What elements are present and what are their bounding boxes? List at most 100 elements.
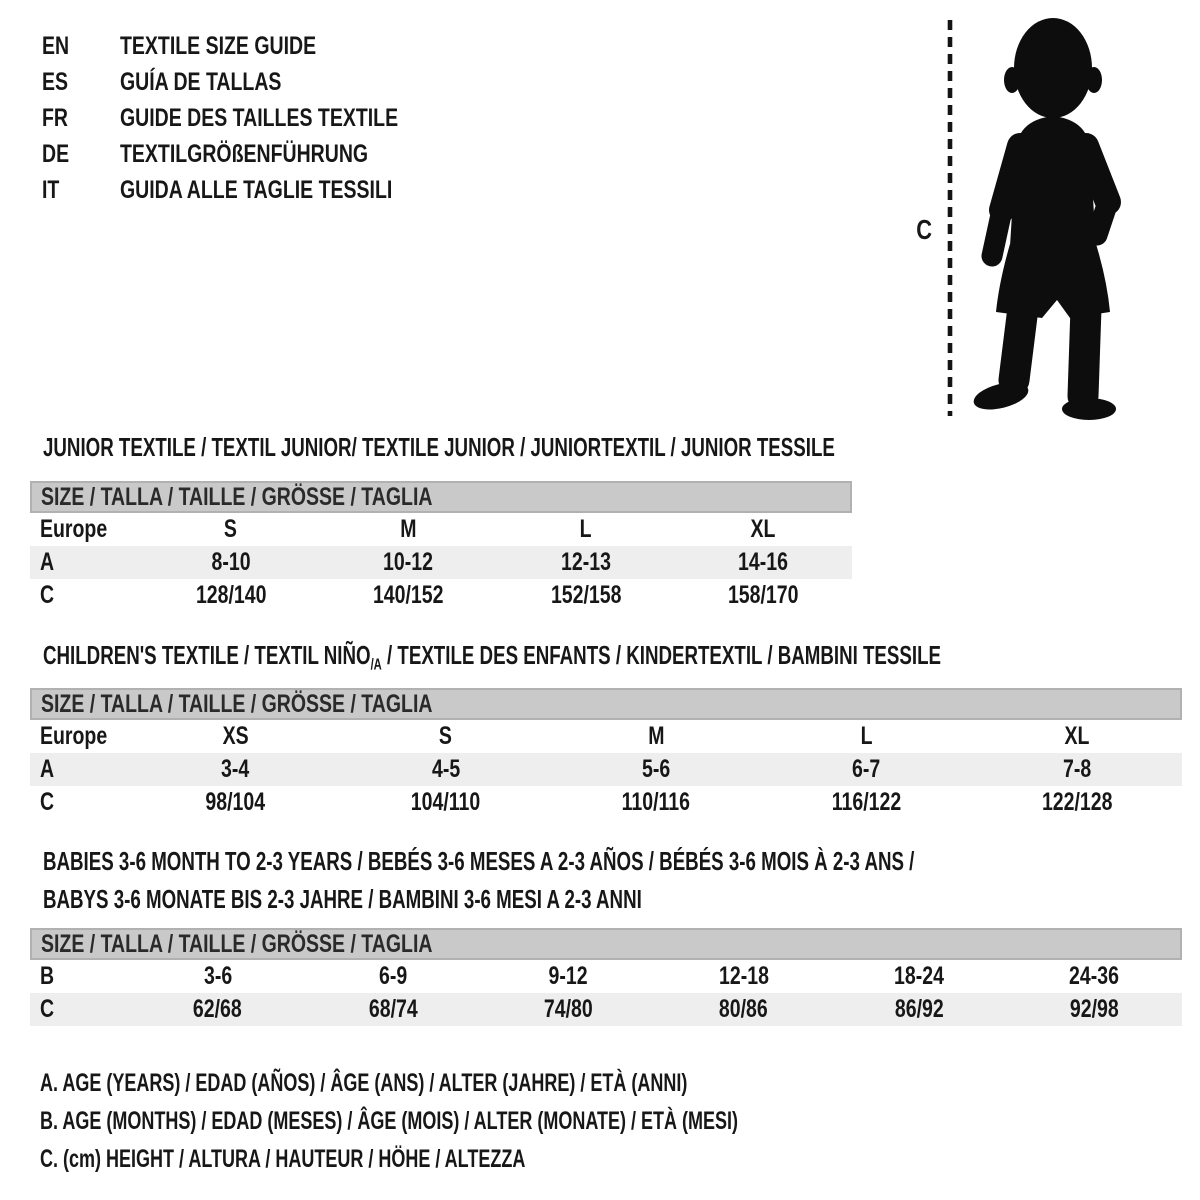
table-row-height: C 128/140 140/152 152/158 158/170 [30,579,852,612]
legend-row-c: C. (cm) HEIGHT / ALTURA / HAUTEUR / HÖHE… [40,1144,526,1173]
language-code-text: DE [42,139,70,168]
size-cell: 8-10 [211,548,251,576]
toddler-silhouette-image [973,18,1121,420]
language-title-text: TEXTILGRÖßENFÜHRUNG [120,139,369,168]
size-cell: 128/140 [195,581,266,609]
row-label: A [40,755,55,783]
size-cell: 7-8 [1062,755,1091,783]
size-cell: 12-18 [718,962,769,990]
children-size-table: SIZE / TALLA / TAILLE / GRÖSSE / TAGLIA … [30,688,1182,819]
size-cell: L [579,515,592,543]
table-row-height: C 62/68 68/74 74/80 80/86 86/92 92/98 [30,993,1182,1026]
size-cell: 158/170 [728,581,799,609]
height-measure-dashed-line [947,20,953,416]
size-header-text: SIZE / TALLA / TAILLE / GRÖSSE / TAGLIA [41,689,433,718]
language-title-text: GUIDA ALLE TAGLIE TESSILI [120,175,393,204]
row-label: C [40,581,55,609]
size-cell: 9-12 [548,962,588,990]
table-row-height: C 98/104 104/110 110/116 116/122 122/128 [30,786,1182,819]
size-header-band: SIZE / TALLA / TAILLE / GRÖSSE / TAGLIA [30,928,1182,960]
size-cell: 3-4 [221,755,250,783]
size-cell: 18-24 [894,962,944,990]
language-title: TEXTILE SIZE GUIDE [120,32,371,61]
language-row: IT GUIDA ALLE TAGLIE TESSILI [42,172,477,208]
size-cell: XL [1064,722,1090,750]
row-label: Europe [40,515,108,543]
size-cell: 3-6 [203,962,232,990]
size-cell: 10-12 [383,548,434,576]
size-cell: 14-16 [738,548,789,576]
junior-size-table: SIZE / TALLA / TAILLE / GRÖSSE / TAGLIA … [30,481,852,612]
height-label-c: C [914,214,934,246]
row-label: B [40,962,55,990]
table-row-months: B 3-6 6-9 9-12 12-18 18-24 24-36 [30,960,1182,993]
language-code-text: EN [42,31,70,60]
language-title-block: EN TEXTILE SIZE GUIDE ES GUÍA DE TALLAS … [42,28,477,208]
language-title: TEXTILGRÖßENFÜHRUNG [120,140,438,169]
size-cell: 92/98 [1069,995,1119,1023]
language-row: EN TEXTILE SIZE GUIDE [42,28,477,64]
size-cell: S [439,722,453,750]
babies-section-title-line2: BABYS 3-6 MONATE BIS 2-3 JAHRE / BAMBINI… [43,884,642,914]
size-cell: 152/158 [550,581,621,609]
size-cell: 62/68 [193,995,243,1023]
size-cell: 6-7 [852,755,881,783]
size-cell: 110/116 [621,788,691,816]
language-code: EN [42,32,120,61]
table-row-age: A 3-4 4-5 5-6 6-7 7-8 [30,753,1182,786]
language-code: ES [42,68,120,97]
table-row-age: A 8-10 10-12 12-13 14-16 [30,546,852,579]
language-code-text: FR [42,103,68,132]
junior-section-title: JUNIOR TEXTILE / TEXTIL JUNIOR/ TEXTILE … [43,430,1143,464]
size-cell: 116/122 [831,788,902,816]
legend-row-a: A. AGE (YEARS) / EDAD (AÑOS) / ÂGE (ANS)… [40,1068,688,1097]
row-label: C [40,995,55,1023]
babies-section-title: BABIES 3-6 MONTH TO 2-3 YEARS / BEBÉS 3-… [43,842,1200,918]
language-row: ES GUÍA DE TALLAS [42,64,477,100]
size-cell: 6-9 [378,962,408,990]
size-cell: 104/110 [410,788,481,816]
size-header-band: SIZE / TALLA / TAILLE / GRÖSSE / TAGLIA [30,688,1182,720]
size-header-band: SIZE / TALLA / TAILLE / GRÖSSE / TAGLIA [30,481,852,513]
language-title: GUIDE DES TAILLES TEXTILE [120,104,477,133]
junior-section-title-text: JUNIOR TEXTILE / TEXTIL JUNIOR/ TEXTILE … [43,432,835,462]
table-row-europe: Europe XS S M L XL [30,720,1182,753]
measurement-legend: A. AGE (YEARS) / EDAD (AÑOS) / ÂGE (ANS)… [40,1064,1009,1178]
size-cell: 140/152 [373,581,444,609]
language-code-text: ES [42,67,69,96]
language-code: FR [42,104,120,133]
row-label: Europe [40,722,108,750]
babies-section-title-line1: BABIES 3-6 MONTH TO 2-3 YEARS / BEBÉS 3-… [43,846,915,876]
size-cell: 12-13 [560,548,611,576]
size-cell: 74/80 [543,995,593,1023]
legend-row-b: B. AGE (MONTHS) / EDAD (MESES) / ÂGE (MO… [40,1106,738,1135]
size-cell: 86/92 [894,995,944,1023]
size-cell: XS [222,722,249,750]
size-header-text: SIZE / TALLA / TAILLE / GRÖSSE / TAGLIA [41,929,433,958]
children-section-title: CHILDREN'S TEXTILE / TEXTIL NIÑO/A / TEX… [43,638,1200,682]
size-cell: 98/104 [205,788,266,816]
size-cell: 80/86 [719,995,769,1023]
language-title-text: GUIDE DES TAILLES TEXTILE [120,103,399,132]
children-section-title-text: CHILDREN'S TEXTILE / TEXTIL NIÑO/A / TEX… [43,640,942,674]
size-cell: 122/128 [1041,788,1113,816]
language-title-text: TEXTILE SIZE GUIDE [120,31,317,60]
row-label: A [40,548,55,576]
language-title: GUÍA DE TALLAS [120,68,327,97]
language-title: GUIDA ALLE TAGLIE TESSILI [120,176,469,205]
size-cell: M [400,515,417,543]
language-row: FR GUIDE DES TAILLES TEXTILE [42,100,477,136]
babies-size-table: SIZE / TALLA / TAILLE / GRÖSSE / TAGLIA … [30,928,1182,1026]
nino-a-subscript: /A [370,656,382,674]
language-code-text: IT [42,175,60,204]
language-row: DE TEXTILGRÖßENFÜHRUNG [42,136,477,172]
language-title-text: GUÍA DE TALLAS [120,67,282,96]
size-cell: 4-5 [431,755,460,783]
size-header-text: SIZE / TALLA / TAILLE / GRÖSSE / TAGLIA [41,482,433,511]
size-cell: 5-6 [641,755,671,783]
size-cell: S [224,515,238,543]
height-label-text: C [916,214,933,245]
table-row-europe: Europe S M L XL [30,513,852,546]
row-label: C [40,788,55,816]
